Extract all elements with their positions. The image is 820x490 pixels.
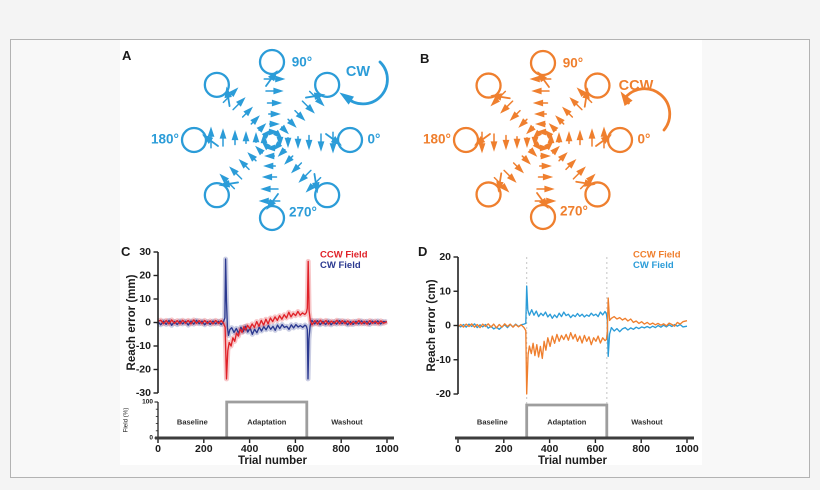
svg-text:10: 10 xyxy=(439,285,451,297)
panel-d-reach-error-chart: 20 10 0 -10 -20 Reach error (cm) 0 200 400 600 800… xyxy=(426,250,699,466)
svg-text:Reach error (cm): Reach error (cm) xyxy=(426,279,438,371)
svg-text:0: 0 xyxy=(155,443,161,455)
svg-text:Washout: Washout xyxy=(631,418,663,427)
svg-text:Baseline: Baseline xyxy=(177,418,208,427)
svg-text:200: 200 xyxy=(195,443,213,455)
svg-text:0: 0 xyxy=(455,443,461,455)
svg-text:Reach error (mm): Reach error (mm) xyxy=(126,274,138,370)
svg-text:-30: -30 xyxy=(136,387,151,399)
svg-text:CCW Field: CCW Field xyxy=(633,250,681,261)
svg-text:-10: -10 xyxy=(436,354,451,366)
panel-d-label: D xyxy=(418,244,428,259)
panel-c-label: C xyxy=(121,244,131,259)
panel-b-ccw-force-field-diagram: 90°0°180°270°CCW xyxy=(423,49,672,231)
svg-text:800: 800 xyxy=(332,443,350,455)
svg-text:0°: 0° xyxy=(368,132,381,147)
svg-text:180°: 180° xyxy=(423,132,451,147)
svg-text:CW: CW xyxy=(346,64,370,80)
svg-text:200: 200 xyxy=(495,443,513,455)
svg-text:Trial number: Trial number xyxy=(238,455,308,465)
svg-text:-20: -20 xyxy=(436,388,451,400)
svg-text:270°: 270° xyxy=(560,204,588,219)
svg-text:0: 0 xyxy=(149,435,153,442)
svg-text:Trial number: Trial number xyxy=(538,455,608,465)
svg-text:90°: 90° xyxy=(292,55,312,70)
svg-text:CCW Field: CCW Field xyxy=(320,250,368,261)
svg-text:600: 600 xyxy=(587,443,605,455)
svg-text:0: 0 xyxy=(145,317,151,329)
svg-text:0: 0 xyxy=(445,320,451,332)
svg-text:10: 10 xyxy=(139,293,151,305)
svg-text:-10: -10 xyxy=(136,340,151,352)
svg-text:180°: 180° xyxy=(151,132,179,147)
svg-text:800: 800 xyxy=(632,443,650,455)
svg-text:0°: 0° xyxy=(638,132,651,147)
svg-text:1000: 1000 xyxy=(675,443,699,455)
panel-b-label: B xyxy=(420,51,430,66)
svg-text:CW Field: CW Field xyxy=(633,260,674,271)
scientific-figure: A B C D 90° 0° 180° 270° CW 90° 0° 180° 270° CCW… xyxy=(120,40,702,465)
svg-text:Baseline: Baseline xyxy=(477,418,508,427)
svg-text:400: 400 xyxy=(241,443,259,455)
svg-text:Washout: Washout xyxy=(331,418,363,427)
svg-text:20: 20 xyxy=(439,251,451,263)
panel-a-cw-force-field-diagram: 90° 0° 180° 270° CW xyxy=(151,48,389,232)
panel-a-label: A xyxy=(122,48,132,63)
svg-text:90°: 90° xyxy=(563,56,583,71)
svg-text:1000: 1000 xyxy=(375,443,399,455)
svg-text:400: 400 xyxy=(541,443,559,455)
svg-text:Field (%): Field (%) xyxy=(123,408,130,433)
svg-text:-20: -20 xyxy=(136,364,151,376)
svg-text:100: 100 xyxy=(142,399,153,406)
svg-text:270°: 270° xyxy=(289,205,317,220)
svg-text:30: 30 xyxy=(139,246,151,258)
svg-text:600: 600 xyxy=(287,443,305,455)
svg-text:CW Field: CW Field xyxy=(320,260,361,271)
svg-text:Adaptation: Adaptation xyxy=(247,418,287,427)
svg-text:20: 20 xyxy=(139,270,151,282)
svg-text:Adaptation: Adaptation xyxy=(547,418,587,427)
